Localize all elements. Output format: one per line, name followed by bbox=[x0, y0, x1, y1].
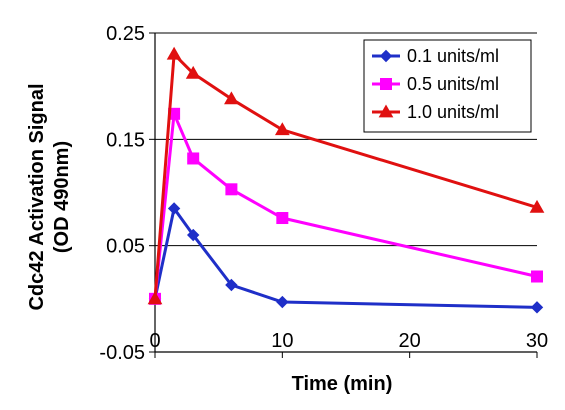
y-tick-label: 0.25 bbox=[106, 23, 145, 45]
legend-marker-square bbox=[380, 78, 392, 90]
legend-label: 1.0 units/ml bbox=[407, 102, 499, 122]
data-point-square bbox=[225, 183, 238, 196]
data-point-triangle bbox=[147, 291, 163, 305]
data-point-square bbox=[531, 270, 543, 283]
series-3 bbox=[147, 46, 545, 305]
legend-marker-triangle bbox=[378, 104, 394, 118]
series-line bbox=[153, 52, 538, 299]
data-point-diamond bbox=[530, 301, 544, 314]
x-tick-label: 0 bbox=[149, 330, 160, 352]
legend-label: 0.1 units/ml bbox=[407, 46, 499, 66]
data-point-diamond bbox=[225, 278, 238, 292]
data-point-triangle bbox=[166, 46, 182, 60]
series-line bbox=[153, 206, 538, 309]
series-line bbox=[153, 112, 538, 299]
data-point-square bbox=[276, 212, 289, 225]
x-tick-label: 10 bbox=[271, 330, 293, 352]
y-tick-label: 0.15 bbox=[106, 129, 145, 151]
plot-area bbox=[147, 46, 545, 314]
data-point-square bbox=[187, 152, 200, 165]
legend-label: 0.5 units/ml bbox=[407, 74, 499, 94]
data-point-diamond bbox=[186, 228, 200, 242]
y-axis-title-line1: Cdc42 Activation Signal bbox=[26, 83, 48, 310]
tick-labels: -0.05 0.05 0.15 0.25 0 10 20 30 bbox=[99, 23, 548, 364]
x-tick-label: 20 bbox=[399, 330, 421, 352]
series-1 bbox=[148, 202, 544, 314]
legend: 0.1 units/ml 0.5 units/ml 1.0 units/ml bbox=[363, 39, 532, 133]
data-point-triangle bbox=[529, 199, 545, 213]
y-axis-title-line2: (OD 490nm) bbox=[51, 141, 73, 253]
data-point-diamond bbox=[276, 295, 289, 309]
x-tick-label: 30 bbox=[526, 330, 548, 352]
data-point-triangle bbox=[185, 65, 201, 79]
data-point-triangle bbox=[274, 122, 290, 136]
legend-marker-diamond bbox=[379, 49, 393, 63]
y-tick-label: -0.05 bbox=[99, 342, 145, 364]
data-point-triangle bbox=[224, 91, 239, 105]
x-axis-title: Time (min) bbox=[292, 373, 393, 395]
data-point-diamond bbox=[167, 202, 181, 215]
series-2 bbox=[149, 107, 543, 305]
y-tick-label: 0.05 bbox=[106, 236, 145, 258]
grid-lines bbox=[155, 32, 537, 247]
